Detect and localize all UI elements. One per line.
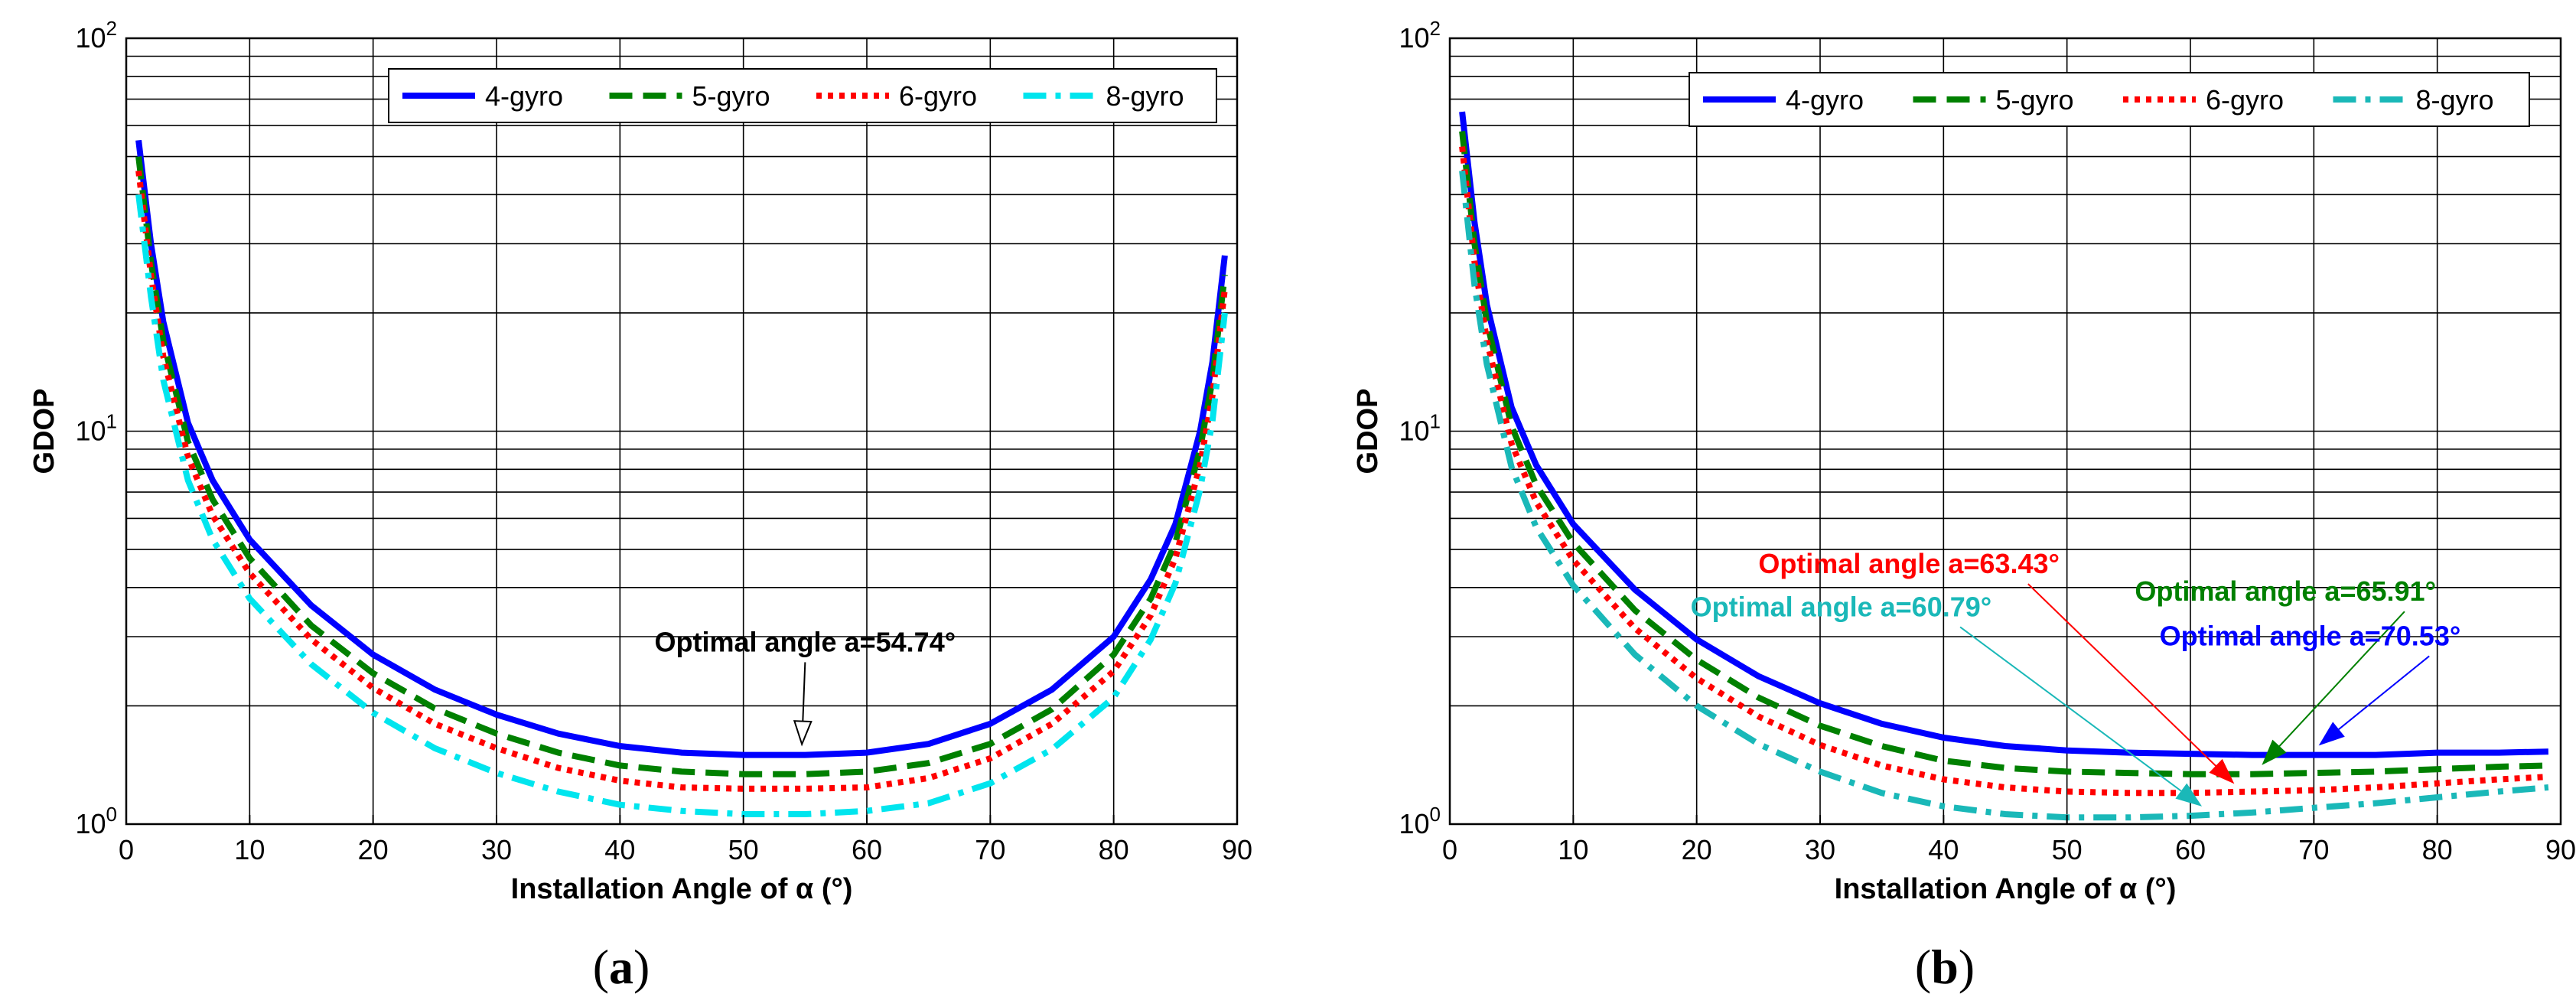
panel-label-letter: a bbox=[609, 940, 633, 994]
annotation-label: Optimal angle a=60.79° bbox=[1691, 591, 1992, 622]
x-tick-label: 50 bbox=[2052, 834, 2083, 865]
panel-label-letter: b bbox=[1931, 940, 1959, 994]
annotation-label: Optimal angle a=54.74° bbox=[655, 626, 956, 657]
grid-lines bbox=[126, 38, 1237, 824]
series-line-4-gyro bbox=[1459, 111, 2548, 758]
x-tick-label: 0 bbox=[1442, 834, 1457, 865]
annotation-arrow-line bbox=[1959, 626, 2201, 806]
x-tick-label: 50 bbox=[728, 834, 759, 865]
y-tick-label: 102 bbox=[1399, 17, 1441, 54]
legend-label-6-gyro: 6-gyro bbox=[2206, 84, 2284, 116]
x-tick-label: 80 bbox=[1099, 834, 1129, 865]
panel-label-b: (b) bbox=[1915, 940, 1975, 994]
annotation-arrowhead bbox=[2262, 739, 2287, 765]
x-tick-label: 80 bbox=[2422, 834, 2453, 865]
x-tick-label: 70 bbox=[975, 834, 1005, 865]
x-tick-label: 10 bbox=[1558, 834, 1588, 865]
legend-label-5-gyro: 5-gyro bbox=[1996, 84, 2074, 116]
panel-label-paren-close: ) bbox=[1959, 940, 1975, 994]
x-tick-label: 40 bbox=[604, 834, 635, 865]
series-line-8-gyro bbox=[135, 194, 1228, 817]
annotation-label: Optimal angle a=63.43° bbox=[1758, 548, 2060, 579]
y-tick-base: 10 bbox=[1399, 22, 1429, 54]
x-tick-label: 60 bbox=[2175, 834, 2206, 865]
panel-label-paren-open: ( bbox=[1915, 940, 1931, 994]
y-tick-label: 102 bbox=[75, 17, 117, 54]
grid-lines bbox=[1450, 38, 2561, 824]
y-tick-label: 101 bbox=[1399, 410, 1441, 447]
annotation-arrowhead bbox=[2318, 722, 2345, 746]
legend-label-4-gyro: 4-gyro bbox=[485, 80, 563, 112]
x-tick-label: 90 bbox=[1222, 834, 1252, 865]
y-tick-label: 100 bbox=[75, 803, 117, 839]
y-axis-title: GDOP bbox=[28, 389, 60, 474]
legend-label-5-gyro: 5-gyro bbox=[692, 80, 770, 112]
legend: 4-gyro 5-gyro 6-gyro 8-gyro bbox=[1689, 72, 2530, 127]
y-tick-exponent: 2 bbox=[106, 17, 117, 40]
annotation: Optimal angle a=60.79° bbox=[1691, 591, 2203, 807]
panel-label-paren-close: ) bbox=[633, 940, 650, 994]
legend-label-4-gyro: 4-gyro bbox=[1786, 84, 1864, 116]
x-tick-label: 20 bbox=[358, 834, 389, 865]
y-tick-exponent: 0 bbox=[1430, 803, 1441, 826]
legend-label-8-gyro: 8-gyro bbox=[1106, 80, 1184, 112]
annotation-arrowhead bbox=[2209, 758, 2235, 784]
y-tick-exponent: 0 bbox=[106, 803, 117, 826]
axes-frame bbox=[1448, 37, 2562, 826]
annotation-arrowhead bbox=[793, 720, 813, 747]
y-tick-base: 10 bbox=[1399, 808, 1429, 839]
series-line-4-gyro bbox=[135, 139, 1228, 758]
x-tick-label: 90 bbox=[2545, 834, 2576, 865]
legend-label-6-gyro: 6-gyro bbox=[899, 80, 977, 112]
x-tick-label: 30 bbox=[1805, 834, 1835, 865]
x-axis-title: Installation Angle of α (°) bbox=[511, 873, 853, 905]
legend: 4-gyro 5-gyro 6-gyro 8-gyro bbox=[388, 68, 1217, 123]
annotation: Optimal angle a=70.53° bbox=[2160, 620, 2461, 746]
series-group bbox=[1459, 111, 2549, 821]
series-line-5-gyro bbox=[135, 156, 1228, 777]
series-group bbox=[135, 139, 1228, 817]
x-tick-label: 10 bbox=[234, 834, 265, 865]
panel-label-paren-open: ( bbox=[593, 940, 609, 994]
annotation: Optimal angle a=63.43° bbox=[1758, 548, 2235, 784]
y-tick-base: 10 bbox=[75, 808, 106, 839]
annotation: Optimal angle a=65.91° bbox=[2135, 575, 2436, 765]
y-tick-base: 10 bbox=[1399, 416, 1429, 447]
legend-label-8-gyro: 8-gyro bbox=[2416, 84, 2494, 116]
annotation: Optimal angle a=54.74° bbox=[655, 626, 956, 747]
x-tick-label: 30 bbox=[481, 834, 512, 865]
series-line-6-gyro bbox=[1459, 146, 2549, 797]
annotation-arrowhead bbox=[2175, 783, 2203, 807]
y-tick-exponent: 1 bbox=[1430, 410, 1441, 433]
series-line-8-gyro bbox=[1459, 170, 2549, 821]
x-tick-label: 20 bbox=[1682, 834, 1712, 865]
chart-panel-a: 0 10 20 30 40 50 60 70 80 90100101102Installation… bbox=[28, 17, 1252, 905]
y-tick-label: 100 bbox=[1399, 803, 1441, 839]
series-line-6-gyro bbox=[135, 170, 1228, 792]
y-axis-title: GDOP bbox=[1352, 389, 1384, 474]
annotation-label: Optimal angle a=65.91° bbox=[2135, 575, 2436, 607]
axes-frame bbox=[125, 37, 1239, 826]
annotation-label: Optimal angle a=70.53° bbox=[2160, 620, 2461, 651]
panel-label-a: (a) bbox=[593, 940, 650, 994]
y-tick-base: 10 bbox=[75, 22, 106, 54]
x-tick-label: 0 bbox=[119, 834, 134, 865]
x-tick-label: 70 bbox=[2298, 834, 2329, 865]
x-axis-title: Installation Angle of α (°) bbox=[1835, 873, 2177, 905]
x-tick-label: 60 bbox=[852, 834, 882, 865]
y-tick-label: 101 bbox=[75, 410, 117, 447]
annotation-arrow-line bbox=[2262, 611, 2405, 764]
chart-panel-b: 0 10 20 30 40 50 60 70 80 90100101102Installation… bbox=[1352, 17, 2576, 905]
y-tick-exponent: 2 bbox=[1430, 17, 1441, 40]
y-tick-exponent: 1 bbox=[106, 410, 117, 433]
annotation-arrow-line bbox=[2027, 583, 2234, 784]
x-tick-label: 40 bbox=[1928, 834, 1959, 865]
y-tick-base: 10 bbox=[75, 416, 106, 447]
